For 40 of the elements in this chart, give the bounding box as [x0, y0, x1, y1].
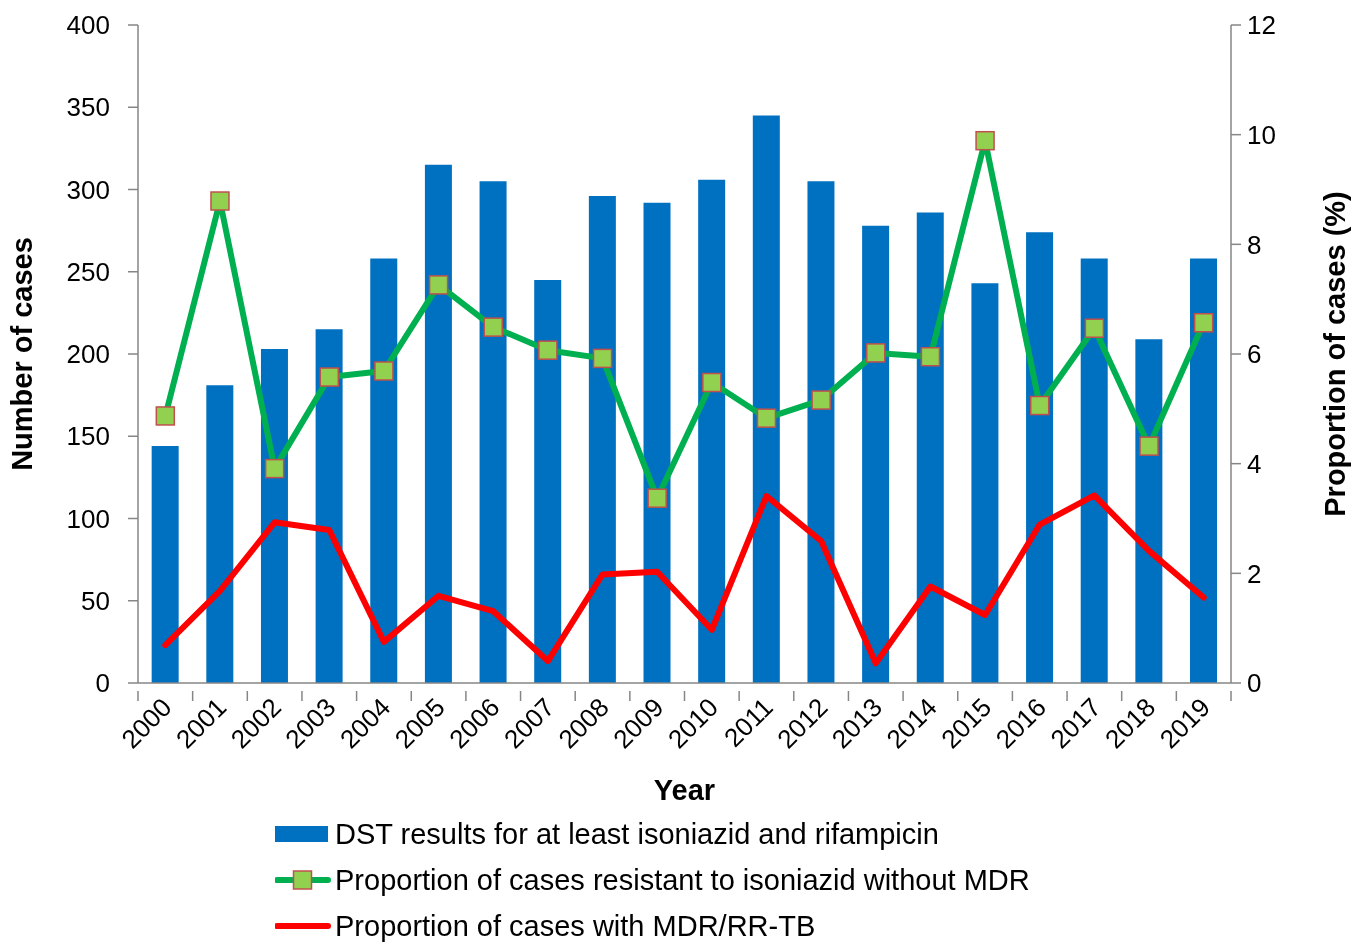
y-tick-label: 250 — [66, 256, 110, 287]
bar — [643, 202, 671, 683]
y2-tick-label: 4 — [1247, 448, 1262, 479]
bar — [588, 196, 616, 683]
x-axis-title: Year — [653, 774, 716, 806]
y-tick-label: 0 — [95, 668, 110, 699]
bar — [862, 225, 890, 683]
legend-label: Proportion of cases resistant to isoniazid without MDR — [335, 863, 1030, 897]
bar — [370, 258, 398, 683]
bar — [151, 446, 179, 683]
y2-tick-label: 12 — [1247, 10, 1276, 41]
y-tick-label: 100 — [66, 503, 110, 534]
y2-tick-label: 0 — [1247, 668, 1262, 699]
y-tick-label: 200 — [66, 339, 110, 370]
y-tick-label: 150 — [66, 421, 110, 452]
legend-label: DST results for at least isoniazid and rifampicin — [335, 817, 939, 851]
bar — [479, 181, 507, 683]
y2-tick-label: 10 — [1247, 119, 1276, 150]
legend-label: Proportion of cases with MDR/RR-TB — [335, 909, 816, 943]
bar — [752, 115, 780, 683]
bar — [424, 164, 452, 683]
bar — [698, 179, 726, 683]
bar — [1080, 258, 1108, 683]
y-tick-label: 400 — [66, 10, 110, 41]
y2-tick-label: 8 — [1247, 229, 1262, 260]
y-tick-label: 350 — [66, 92, 110, 123]
y-tick-label: 300 — [66, 174, 110, 205]
y2-axis-title: Proportion of cases (%) — [1319, 191, 1351, 517]
y2-tick-label: 2 — [1247, 558, 1262, 589]
bar — [534, 279, 562, 683]
bar — [1190, 258, 1218, 683]
bar — [916, 212, 944, 683]
bar — [206, 385, 234, 683]
y-tick-label: 50 — [81, 585, 110, 616]
bar — [807, 181, 835, 683]
bar — [971, 283, 999, 683]
y2-tick-label: 6 — [1247, 339, 1262, 370]
y-axis-title: Number of cases — [6, 237, 38, 471]
bar — [1026, 232, 1054, 683]
bar — [315, 329, 343, 683]
